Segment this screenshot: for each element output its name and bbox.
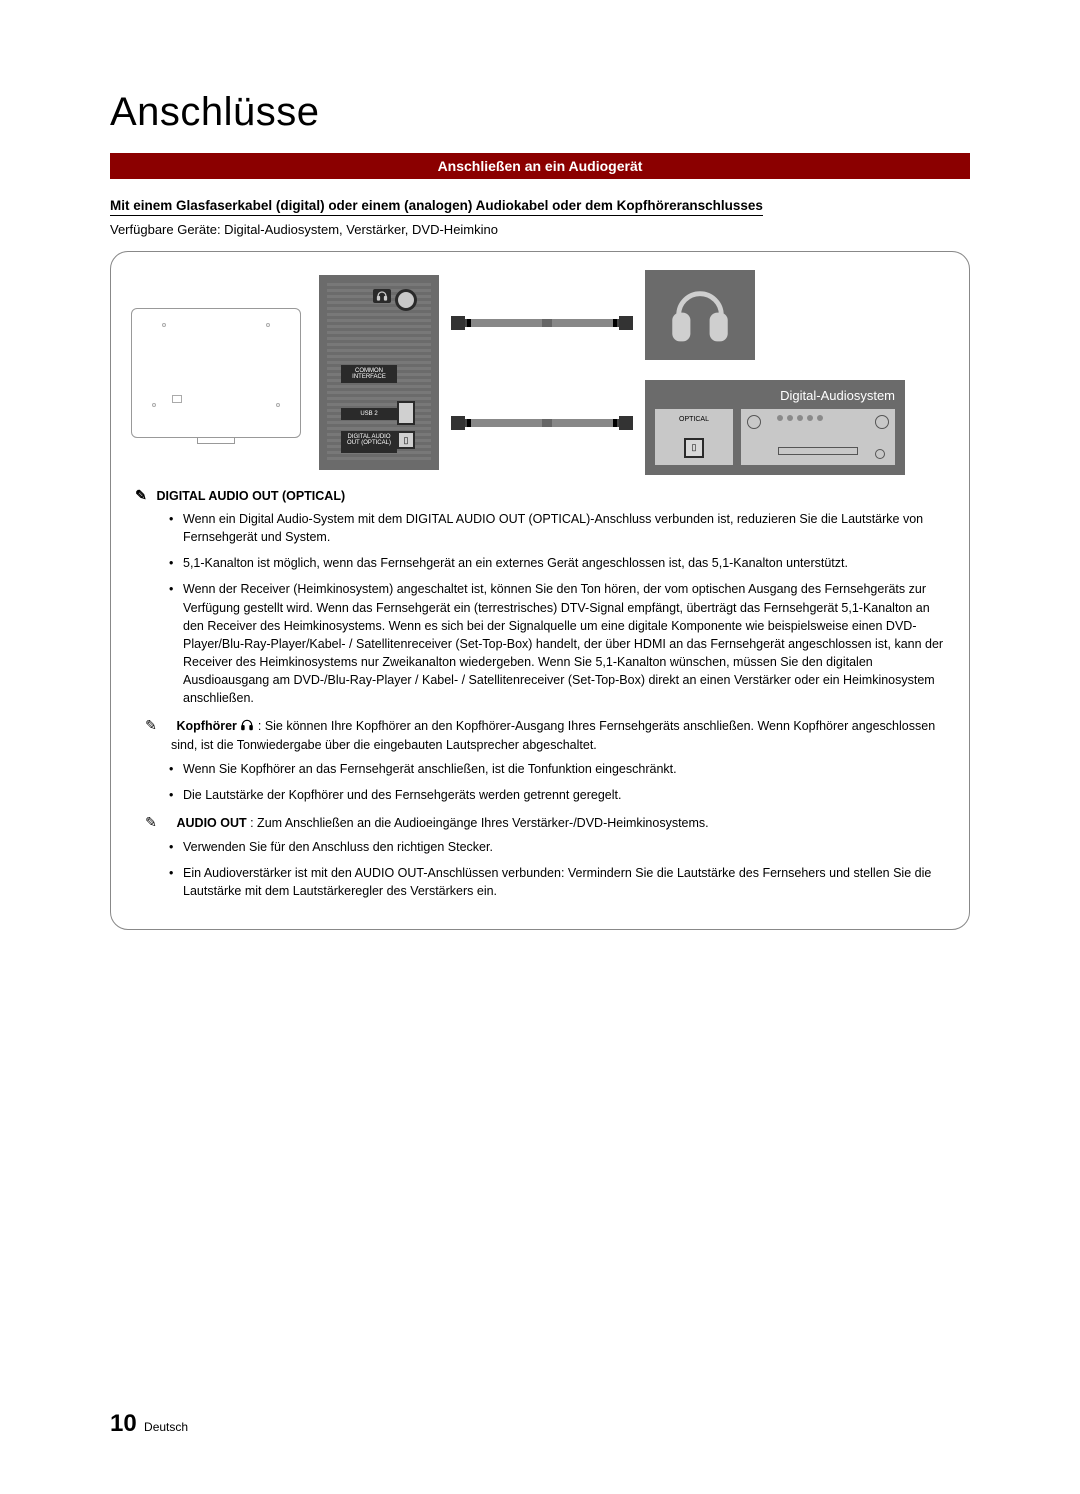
headphone-jack xyxy=(395,289,417,311)
usb-label: USB 2 xyxy=(341,408,397,420)
dao-heading: ✎ DIGITAL AUDIO OUT (OPTICAL) xyxy=(149,487,949,504)
usb-port-icon xyxy=(397,401,415,425)
hp-label: Kopfhörer xyxy=(176,719,236,733)
note-icon: ✎ xyxy=(151,715,171,735)
amplifier-icon xyxy=(741,409,895,465)
common-interface-label: COMMON INTERFACE xyxy=(341,365,397,383)
page-title: Anschlüsse xyxy=(110,90,970,135)
headphone-inline-icon xyxy=(240,719,254,733)
optical-port-icon: ▯ xyxy=(397,431,415,449)
section-banner: Anschließen an ein Audiogerät xyxy=(110,153,970,179)
cable-group xyxy=(457,319,627,427)
list-item: Wenn der Receiver (Heimkinosystem) anges… xyxy=(183,580,949,707)
das-title: Digital-Audiosystem xyxy=(655,388,895,403)
headphone-paragraph: ✎ Kopfhörer : Sie können Ihre Kopfhörer … xyxy=(151,715,949,753)
tv-outline-icon xyxy=(131,308,301,438)
list-item: 5,1-Kanalton ist möglich, wenn das Ferns… xyxy=(183,554,949,572)
page-number: 10 xyxy=(110,1410,137,1437)
page-footer: 10 Deutsch xyxy=(110,1410,188,1438)
list-item: Wenn Sie Kopfhörer an das Fernsehgerät a… xyxy=(183,760,949,778)
digital-audio-out-label: DIGITAL AUDIO OUT (OPTICAL) xyxy=(341,431,397,453)
page-language: Deutsch xyxy=(144,1420,188,1434)
digital-audio-system: Digital-Audiosystem OPTICAL ▯ xyxy=(645,380,905,475)
list-item: Die Lautstärke der Kopfhörer und des Fer… xyxy=(183,786,949,804)
tv-rear-panel: COMMON INTERFACE USB 2 DIGITAL AUDIO OUT… xyxy=(319,275,439,470)
das-optical-label: OPTICAL xyxy=(679,416,709,423)
das-optical-port: OPTICAL ▯ xyxy=(655,409,733,465)
headphones-icon xyxy=(645,270,755,360)
list-item: Ein Audioverstärker ist mit den AUDIO OU… xyxy=(183,864,949,900)
headphone-label-icon xyxy=(373,289,391,303)
available-devices: Verfügbare Geräte: Digital-Audiosystem, … xyxy=(110,222,970,237)
hp-bullet-list: Wenn Sie Kopfhörer an das Fernsehgerät a… xyxy=(131,760,949,804)
hp-text: : Sie können Ihre Kopfhörer an den Kopfh… xyxy=(171,719,935,751)
subheading: Mit einem Glasfaserkabel (digital) oder … xyxy=(110,198,763,216)
audioout-text: : Zum Anschließen an die Audioeingänge I… xyxy=(250,816,709,830)
optical-cable-icon xyxy=(457,419,627,427)
audioout-label: AUDIO OUT xyxy=(176,816,246,830)
note-icon: ✎ xyxy=(151,812,171,832)
note-icon: ✎ xyxy=(131,487,151,504)
headphone-cable-icon xyxy=(457,319,627,327)
diagram-container: COMMON INTERFACE USB 2 DIGITAL AUDIO OUT… xyxy=(110,251,970,930)
dao-bullet-list: Wenn ein Digital Audio-System mit dem DI… xyxy=(131,510,949,707)
audioout-paragraph: ✎ AUDIO OUT : Zum Anschließen an die Aud… xyxy=(151,812,949,832)
list-item: Wenn ein Digital Audio-System mit dem DI… xyxy=(183,510,949,546)
audioout-bullet-list: Verwenden Sie für den Anschluss den rich… xyxy=(131,838,949,900)
list-item: Verwenden Sie für den Anschluss den rich… xyxy=(183,838,949,856)
dao-heading-text: DIGITAL AUDIO OUT (OPTICAL) xyxy=(156,489,345,503)
